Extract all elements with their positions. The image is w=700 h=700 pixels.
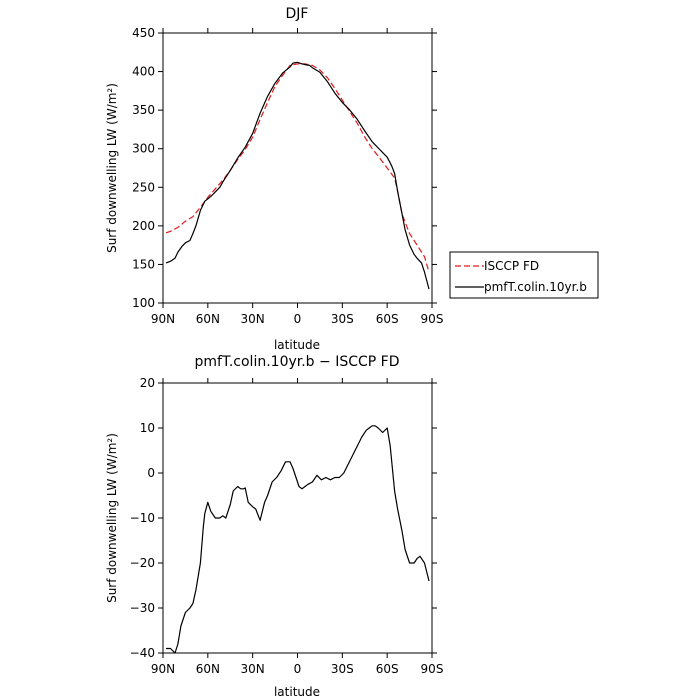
bottom-y-tick-label: −40 [130,646,155,660]
bottom-x-tick-label: 60S [376,662,399,676]
bottom-y-tick-label: 0 [147,466,155,480]
top-y-tick-label: 100 [132,296,155,310]
top-x-tick-label: 30N [241,312,265,326]
bottom-x-tick-label: 30S [331,662,354,676]
bottom-plot-frame [162,382,433,654]
legend-label-pmft: pmfT.colin.10yr.b [484,280,587,294]
bottom-series-line-0 [166,425,430,654]
legend-label-isccp: ISCCP FD [484,259,539,273]
top-plot-frame [162,32,433,304]
top-x-tick-label: 60S [376,312,399,326]
top-legend: ISCCP FD pmfT.colin.10yr.b [449,251,599,299]
bottom-y-axis: −40 −30 −20 −10 0 10 20 [130,376,437,660]
bottom-x-tick-label: 30N [241,662,265,676]
top-y-tick-label: 450 [132,26,155,40]
top-y-axis: 100 150 200 250 300 350 400 450 [132,26,437,310]
bottom-x-tick-label: 60N [196,662,220,676]
top-x-tick-label: 0 [294,312,302,326]
bottom-chart-title: pmfT.colin.10yr.b − ISCCP FD [195,354,400,370]
top-y-tick-label: 250 [132,180,155,194]
bottom-x-axis-label: latitude [274,685,320,699]
top-y-tick-label: 200 [132,219,155,233]
top-x-tick-label: 90N [151,312,175,326]
bottom-x-tick-label: 90S [421,662,444,676]
bottom-series-group [166,425,430,654]
bottom-x-axis: 90N 60N 30N 0 30S 60S 90S [151,378,444,676]
top-chart: DJF 100 150 200 250 300 350 400 450 90N 60N 30N 0 3… [105,6,599,352]
bottom-y-axis-label: Surf downwelling LW (W/m²) [105,433,119,603]
top-x-axis: 90N 60N 30N 0 30S 60S 90S [151,28,444,326]
top-x-tick-label: 30S [331,312,354,326]
top-y-axis-label: Surf downwelling LW (W/m²) [105,83,119,253]
top-series-line-0 [165,63,430,273]
top-y-tick-label: 400 [132,65,155,79]
bottom-y-tick-label: −20 [130,556,155,570]
legend-box [449,251,599,299]
top-y-tick-label: 300 [132,142,155,156]
bottom-x-tick-label: 90N [151,662,175,676]
top-series-group [165,61,430,290]
top-series-line-1 [165,61,430,290]
bottom-chart: pmfT.colin.10yr.b − ISCCP FD −40 −30 −20 −1… [105,354,443,699]
top-y-tick-label: 350 [132,103,155,117]
bottom-x-tick-label: 0 [294,662,302,676]
top-x-tick-label: 90S [421,312,444,326]
top-chart-title: DJF [286,6,309,22]
top-y-tick-label: 150 [132,257,155,271]
top-x-axis-label: latitude [274,338,320,352]
bottom-y-tick-label: 10 [140,421,155,435]
top-x-tick-label: 60N [196,312,220,326]
bottom-y-tick-label: 20 [140,376,155,390]
bottom-y-tick-label: −30 [130,601,155,615]
bottom-y-tick-label: −10 [130,511,155,525]
